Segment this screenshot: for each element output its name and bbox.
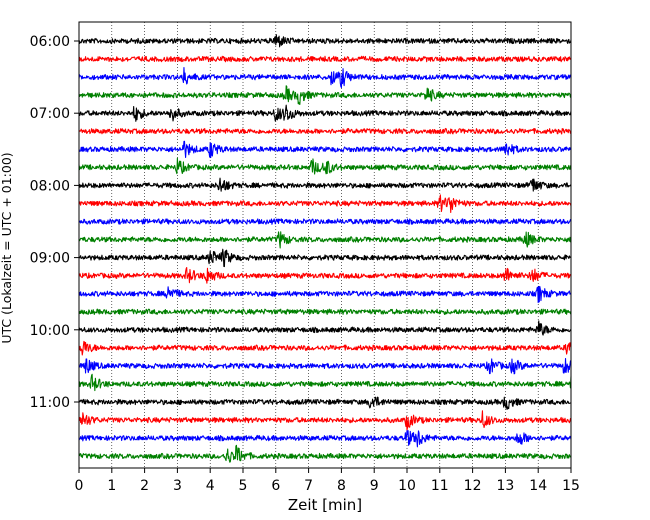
x-tick-label: 13 <box>496 478 514 494</box>
trace-1000 <box>78 320 572 336</box>
seismic-traces <box>78 34 572 463</box>
x-tick-label: 3 <box>173 478 182 494</box>
y-tick-label: 10:00 <box>30 323 70 339</box>
x-tick-label: 0 <box>75 478 84 494</box>
y-tick-label: 11:00 <box>30 395 70 411</box>
trace-1015 <box>78 340 572 356</box>
x-tick-label: 7 <box>304 478 313 494</box>
trace-0600 <box>78 34 572 48</box>
trace-0630 <box>78 67 572 89</box>
y-tick-label: 07:00 <box>30 106 70 122</box>
x-tick-label: 8 <box>337 478 346 494</box>
trace-1045 <box>78 373 572 392</box>
x-tick-label: 9 <box>370 478 379 494</box>
trace-0730 <box>78 140 572 159</box>
x-tick-label: 15 <box>562 478 580 494</box>
x-tick-label: 14 <box>529 478 547 494</box>
plot-frame <box>78 21 572 469</box>
y-tick-label: 09:00 <box>30 251 70 267</box>
trace-0815 <box>78 194 572 214</box>
trace-1130 <box>78 430 572 448</box>
trace-0615 <box>78 55 572 63</box>
x-tick-label: 6 <box>271 478 280 494</box>
trace-0845 <box>78 231 572 249</box>
trace-0745 <box>78 157 572 175</box>
x-tick-label: 10 <box>398 478 416 494</box>
y-axis-label: UTC (Lokalzeit = UTC + 01:00) <box>0 152 14 343</box>
trace-1100 <box>78 396 572 411</box>
trace-1145 <box>78 444 572 463</box>
trace-1030 <box>78 358 572 375</box>
trace-0830 <box>78 218 572 225</box>
trace-0900 <box>78 248 572 268</box>
x-tick-label: 12 <box>464 478 482 494</box>
y-tick-label: 06:00 <box>30 34 70 50</box>
trace-0700 <box>78 104 572 122</box>
axes <box>74 21 572 473</box>
tick-labels: 0 1 2 3 4 5 6 7 8 9 10 11 12 13 14 1506:0007:0008:0009:… <box>30 34 580 494</box>
y-tick-label: 08:00 <box>30 178 70 194</box>
x-tick-label: 11 <box>431 478 449 494</box>
x-tick-label: 1 <box>107 478 116 494</box>
trace-1115 <box>78 410 572 431</box>
trace-0915 <box>78 266 572 284</box>
trace-0800 <box>78 177 572 192</box>
trace-0645 <box>78 85 572 105</box>
trace-0945 <box>78 308 572 316</box>
x-tick-label: 2 <box>140 478 149 494</box>
x-axis-label: Zeit [min] <box>288 496 362 514</box>
x-tick-label: 5 <box>239 478 248 494</box>
trace-0715 <box>78 127 572 135</box>
trace-0930 <box>78 285 572 304</box>
x-tick-label: 4 <box>206 478 215 494</box>
